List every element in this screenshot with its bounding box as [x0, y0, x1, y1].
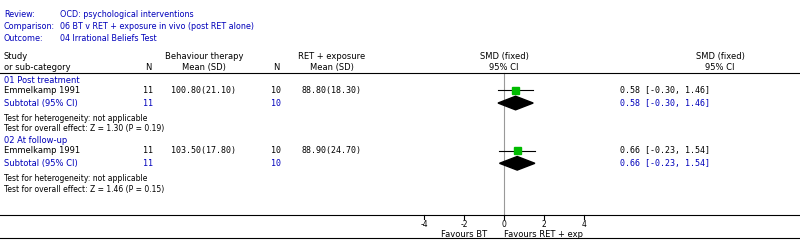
Text: Favours BT: Favours BT: [441, 230, 487, 239]
Text: Review:: Review:: [4, 10, 35, 19]
Text: 0.66 [-0.23, 1.54]: 0.66 [-0.23, 1.54]: [620, 159, 710, 168]
Text: 95% CI: 95% CI: [706, 63, 734, 72]
Text: OCD: psychological interventions: OCD: psychological interventions: [60, 10, 194, 19]
Text: Mean (SD): Mean (SD): [310, 63, 354, 72]
Text: Test for heterogeneity: not applicable: Test for heterogeneity: not applicable: [4, 174, 147, 183]
Text: 10: 10: [271, 98, 281, 108]
Text: SMD (fixed): SMD (fixed): [479, 52, 529, 61]
Text: -2: -2: [460, 220, 468, 229]
Text: Test for heterogeneity: not applicable: Test for heterogeneity: not applicable: [4, 114, 147, 123]
Text: 02 At follow-up: 02 At follow-up: [4, 136, 67, 145]
Text: 88.90(24.70): 88.90(24.70): [302, 146, 362, 155]
Bar: [512, 87, 519, 94]
Text: Emmelkamp 1991: Emmelkamp 1991: [4, 86, 80, 95]
Text: N: N: [273, 63, 279, 72]
Text: N: N: [145, 63, 151, 72]
Text: Test for overall effect: Z = 1.46 (P = 0.15): Test for overall effect: Z = 1.46 (P = 0…: [4, 185, 164, 194]
Text: 2: 2: [542, 220, 546, 229]
Text: SMD (fixed): SMD (fixed): [695, 52, 745, 61]
Text: Mean (SD): Mean (SD): [182, 63, 226, 72]
Text: 0: 0: [502, 220, 506, 229]
Text: Outcome:: Outcome:: [4, 34, 44, 43]
Text: Favours RET + exp: Favours RET + exp: [505, 230, 583, 239]
Text: Subtotal (95% CI): Subtotal (95% CI): [4, 98, 78, 108]
Text: 10: 10: [271, 146, 281, 155]
Text: 0.66 [-0.23, 1.54]: 0.66 [-0.23, 1.54]: [620, 146, 710, 155]
Bar: [514, 147, 521, 154]
Text: 11: 11: [143, 86, 153, 95]
Text: 04 Irrational Beliefs Test: 04 Irrational Beliefs Test: [60, 34, 157, 43]
Text: Behaviour therapy: Behaviour therapy: [165, 52, 243, 61]
Text: 88.80(18.30): 88.80(18.30): [302, 86, 362, 95]
Polygon shape: [498, 96, 534, 110]
Text: or sub-category: or sub-category: [4, 63, 70, 72]
Text: RET + exposure: RET + exposure: [298, 52, 366, 61]
Text: 10: 10: [271, 159, 281, 168]
Text: 06 BT v RET + exposure in vivo (post RET alone): 06 BT v RET + exposure in vivo (post RET…: [60, 22, 254, 31]
Text: 11: 11: [143, 146, 153, 155]
Text: 01 Post treatment: 01 Post treatment: [4, 76, 80, 85]
Text: 0.58 [-0.30, 1.46]: 0.58 [-0.30, 1.46]: [620, 86, 710, 95]
Text: 10: 10: [271, 86, 281, 95]
Text: Study: Study: [4, 52, 28, 61]
Text: Emmelkamp 1991: Emmelkamp 1991: [4, 146, 80, 155]
Text: Subtotal (95% CI): Subtotal (95% CI): [4, 159, 78, 168]
Text: 11: 11: [143, 98, 153, 108]
Text: -4: -4: [420, 220, 428, 229]
Text: 0.58 [-0.30, 1.46]: 0.58 [-0.30, 1.46]: [620, 98, 710, 108]
Text: Test for overall effect: Z = 1.30 (P = 0.19): Test for overall effect: Z = 1.30 (P = 0…: [4, 124, 164, 133]
Text: 4: 4: [582, 220, 586, 229]
Polygon shape: [499, 156, 535, 170]
Text: 95% CI: 95% CI: [490, 63, 518, 72]
Text: Comparison:: Comparison:: [4, 22, 55, 31]
Text: 11: 11: [143, 159, 153, 168]
Text: 103.50(17.80): 103.50(17.80): [171, 146, 237, 155]
Text: 100.80(21.10): 100.80(21.10): [171, 86, 237, 95]
